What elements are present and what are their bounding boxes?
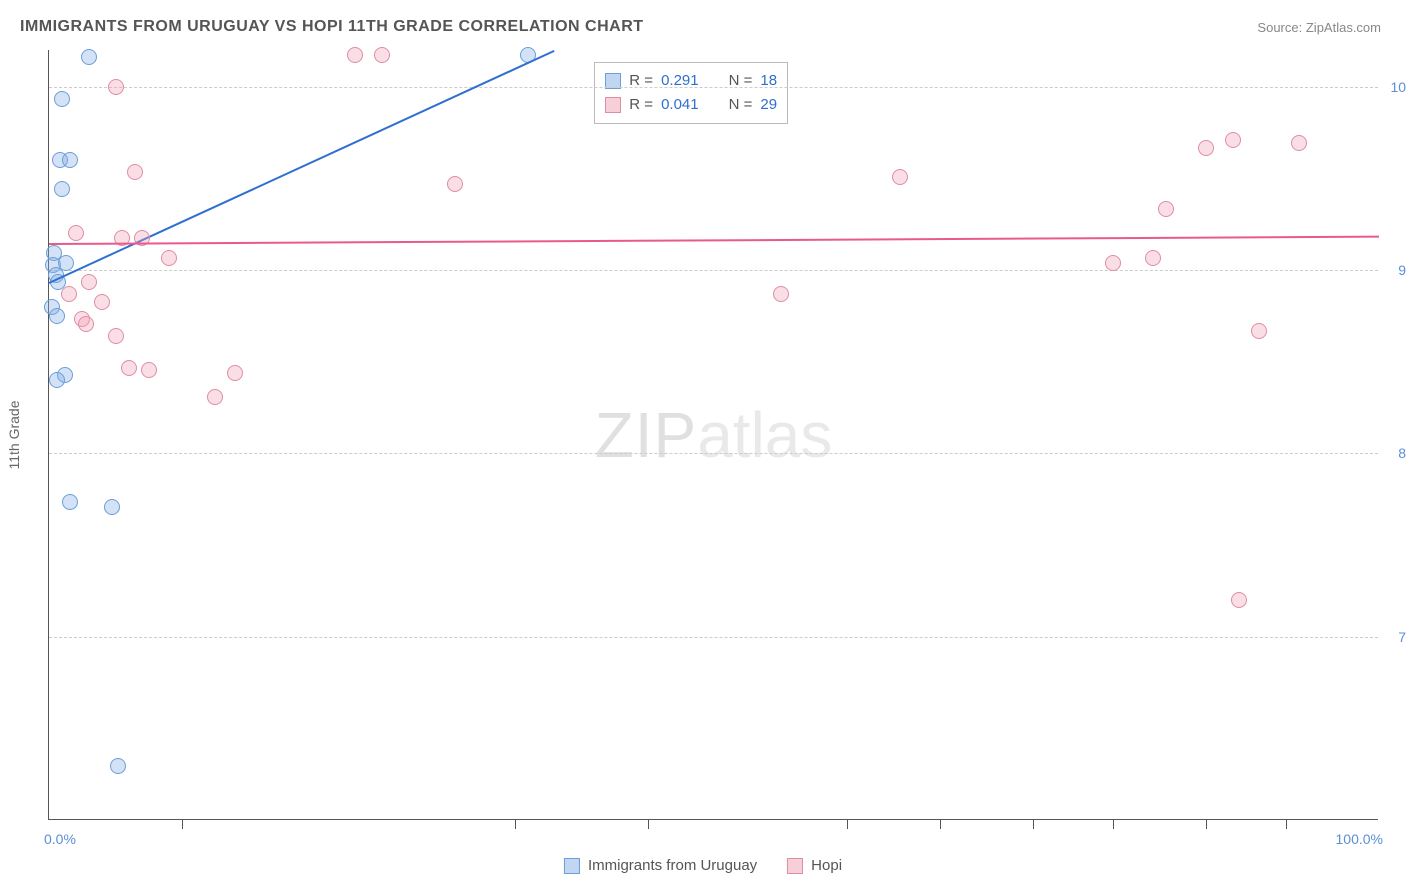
- data-point: [121, 360, 137, 376]
- watermark: ZIPatlas: [595, 398, 833, 472]
- x-tick: [940, 819, 941, 829]
- source-attribution: Source: ZipAtlas.com: [1257, 20, 1381, 35]
- y-tick-label: 100.0%: [1391, 79, 1406, 95]
- source-label: Source:: [1257, 20, 1302, 35]
- stats-n-value: 18: [760, 69, 777, 93]
- x-tick: [648, 819, 649, 829]
- scatter-chart: 11th Grade 0.0% 100.0% ZIPatlas R =0.291…: [48, 50, 1378, 820]
- data-point: [54, 181, 70, 197]
- data-point: [49, 308, 65, 324]
- legend-swatch-blue: [564, 858, 580, 874]
- chart-title: IMMIGRANTS FROM URUGUAY VS HOPI 11TH GRA…: [20, 18, 644, 36]
- stats-row: R = 0.291 N = 18: [605, 69, 777, 93]
- y-tick-label: 77.5%: [1398, 629, 1406, 645]
- gridline: [49, 637, 1378, 638]
- data-point: [94, 294, 110, 310]
- y-tick-label: 92.5%: [1398, 262, 1406, 278]
- x-tick: [847, 819, 848, 829]
- stats-swatch: [605, 97, 621, 113]
- data-point: [58, 255, 74, 271]
- data-point: [61, 286, 77, 302]
- stats-r-value: 0.041: [661, 93, 699, 117]
- data-point: [68, 225, 84, 241]
- legend-label-hopi: Hopi: [811, 857, 842, 874]
- data-point: [161, 250, 177, 266]
- stats-n-label: N =: [729, 69, 753, 93]
- legend-item-hopi: Hopi: [787, 857, 842, 874]
- regression-line: [49, 236, 1379, 245]
- x-tick: [1206, 819, 1207, 829]
- data-point: [892, 169, 908, 185]
- data-point: [62, 152, 78, 168]
- x-tick: [1286, 819, 1287, 829]
- data-point: [108, 79, 124, 95]
- data-point: [207, 389, 223, 405]
- x-tick: [1033, 819, 1034, 829]
- data-point: [1145, 250, 1161, 266]
- data-point: [374, 47, 390, 63]
- data-point: [110, 758, 126, 774]
- legend-swatch-pink: [787, 858, 803, 874]
- stats-r-label: R =: [629, 69, 653, 93]
- y-tick-label: 85.0%: [1398, 445, 1406, 461]
- stats-row: R = 0.041 N = 29: [605, 93, 777, 117]
- watermark-atlas: atlas: [697, 399, 832, 471]
- data-point: [49, 372, 65, 388]
- source-link[interactable]: ZipAtlas.com: [1306, 20, 1381, 35]
- stats-r-value: 0.291: [661, 69, 699, 93]
- stats-n-value: 29: [760, 93, 777, 117]
- stats-n-label: N =: [729, 93, 753, 117]
- x-axis-min-label: 0.0%: [44, 831, 76, 847]
- data-point: [1225, 132, 1241, 148]
- y-axis-label: 11th Grade: [6, 400, 22, 469]
- gridline: [49, 270, 1378, 271]
- data-point: [773, 286, 789, 302]
- data-point: [1105, 255, 1121, 271]
- data-point: [1198, 140, 1214, 156]
- data-point: [347, 47, 363, 63]
- data-point: [81, 274, 97, 290]
- data-point: [227, 365, 243, 381]
- data-point: [1251, 323, 1267, 339]
- data-point: [62, 494, 78, 510]
- data-point: [104, 499, 120, 515]
- x-tick: [515, 819, 516, 829]
- stats-r-label: R =: [629, 93, 653, 117]
- gridline: [49, 87, 1378, 88]
- legend-item-uruguay: Immigrants from Uruguay: [564, 857, 757, 874]
- chart-legend: Immigrants from Uruguay Hopi: [564, 857, 842, 874]
- data-point: [1158, 201, 1174, 217]
- x-axis-max-label: 100.0%: [1336, 831, 1383, 847]
- x-tick: [1113, 819, 1114, 829]
- watermark-zip: ZIP: [595, 399, 698, 471]
- regression-line: [49, 50, 555, 284]
- data-point: [447, 176, 463, 192]
- data-point: [1291, 135, 1307, 151]
- gridline: [49, 453, 1378, 454]
- data-point: [54, 91, 70, 107]
- correlation-stats-box: R = 0.291 N = 18 R = 0.041 N = 29: [594, 62, 788, 124]
- data-point: [108, 328, 124, 344]
- legend-label-uruguay: Immigrants from Uruguay: [588, 857, 757, 874]
- data-point: [141, 362, 157, 378]
- x-tick: [182, 819, 183, 829]
- data-point: [81, 49, 97, 65]
- data-point: [127, 164, 143, 180]
- data-point: [78, 316, 94, 332]
- data-point: [1231, 592, 1247, 608]
